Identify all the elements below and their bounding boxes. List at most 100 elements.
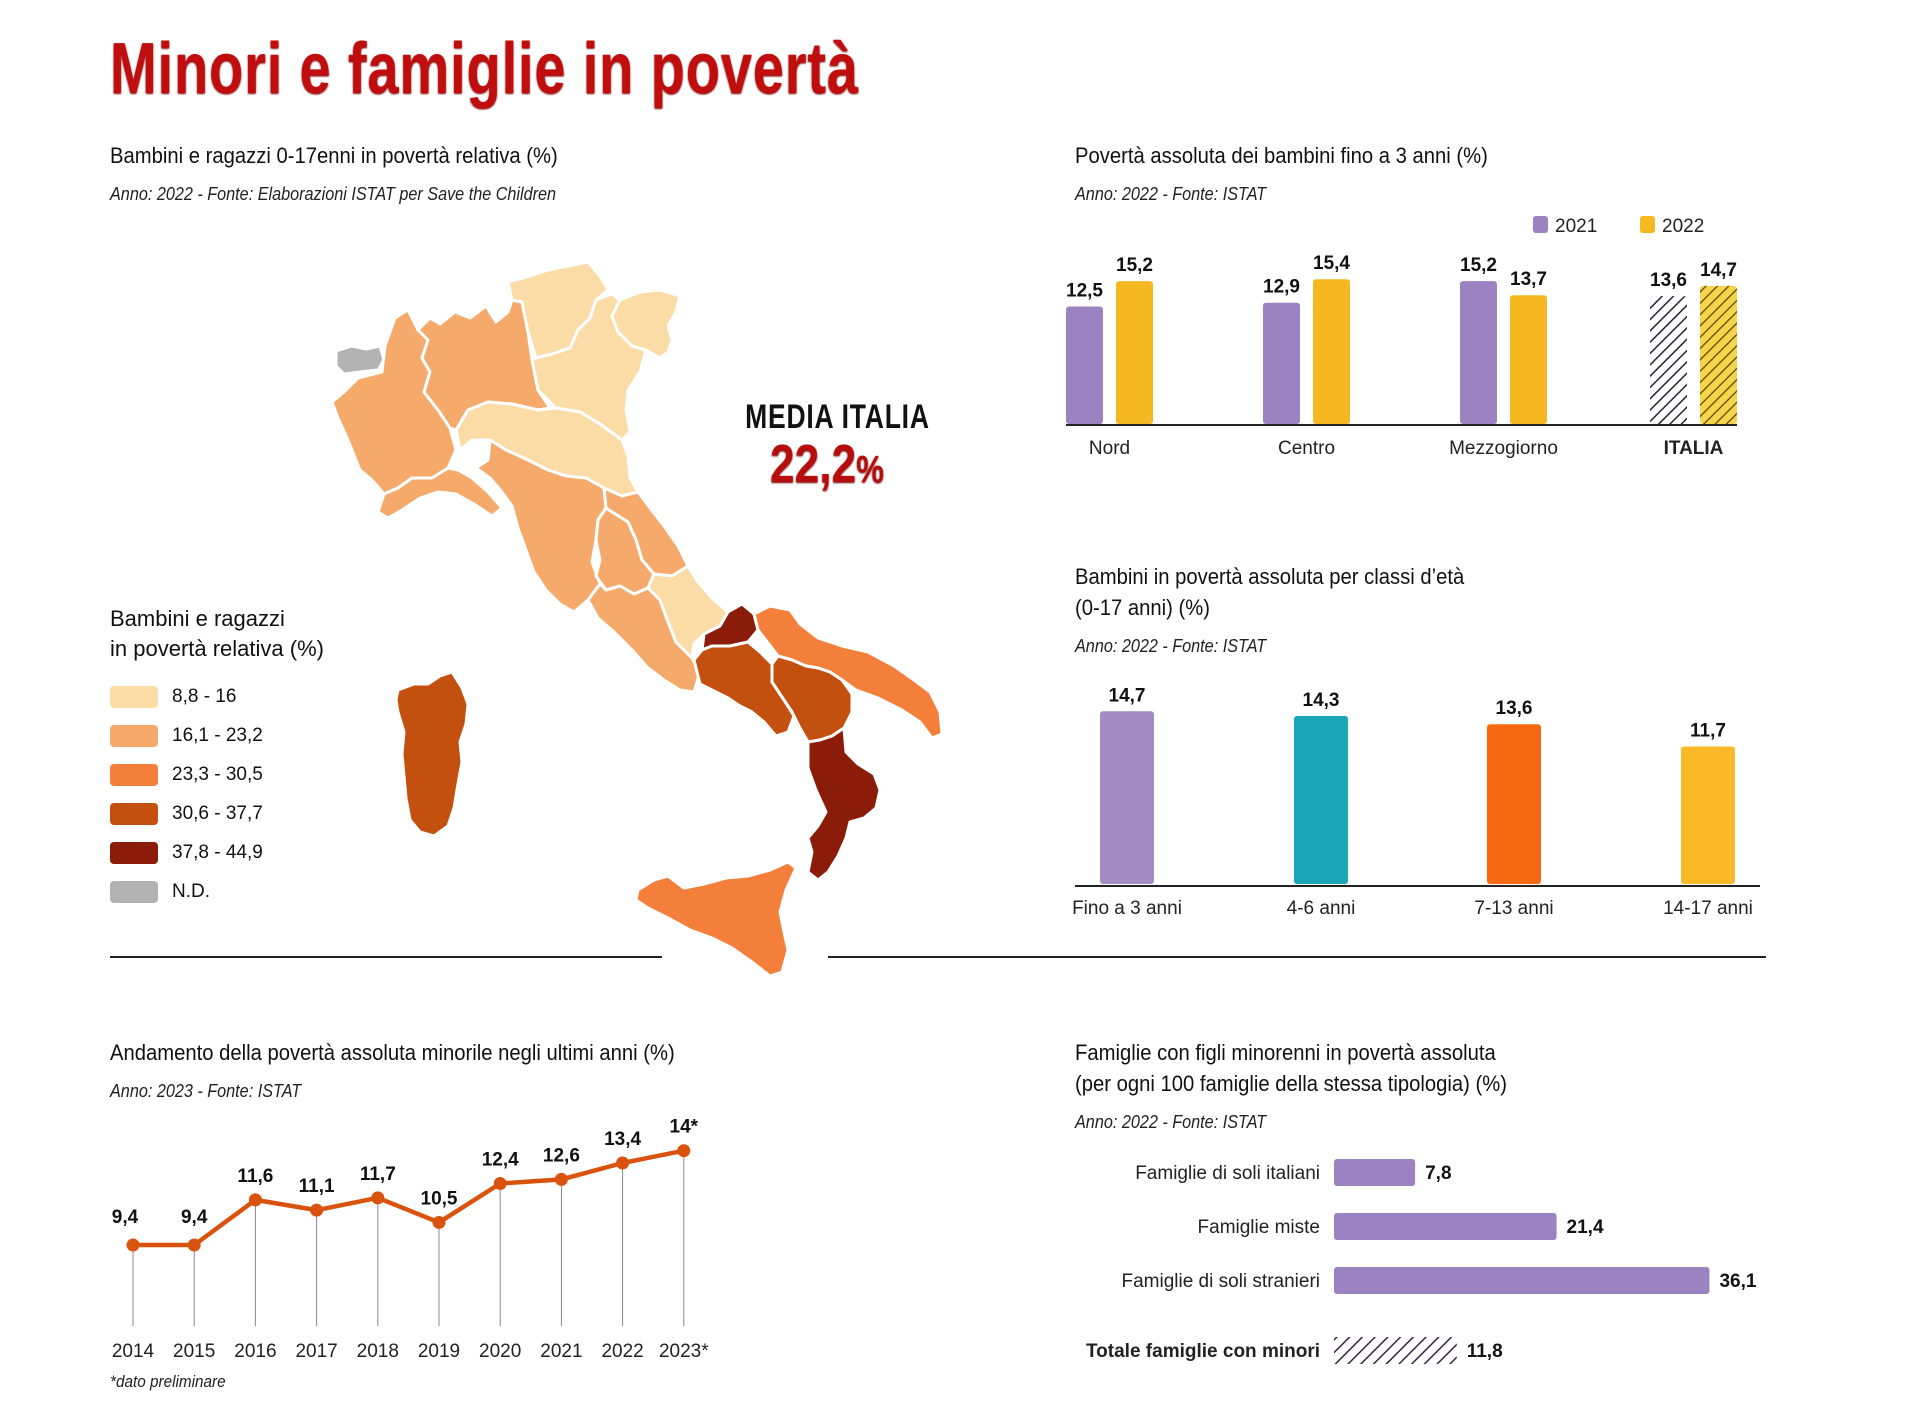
legend-swatch: [1640, 216, 1655, 233]
x-tick-label: 2020: [479, 1341, 521, 1362]
legend-swatch: [110, 764, 158, 786]
x-tick-label: 14-17 anni: [1663, 898, 1753, 919]
page-title: Minori e famiglie in povertà: [110, 29, 859, 109]
legend-title-line2: in povertà relativa (%): [110, 636, 324, 661]
total-label: Totale famiglie con minori: [1086, 1341, 1320, 1362]
chart-trend-source: Anno: 2023 - Fonte: ISTAT: [110, 1081, 302, 1101]
legend-swatch: [110, 803, 158, 825]
total-bar: [1334, 1337, 1457, 1364]
map-region: [806, 726, 882, 882]
category-label: Famiglie di soli stranieri: [1121, 1271, 1320, 1292]
bar: [1650, 296, 1687, 424]
point-value-label: 11,1: [299, 1176, 335, 1197]
legend-swatch: [110, 686, 158, 708]
x-tick-label: Fino a 3 anni: [1072, 898, 1182, 919]
chart-families-source: Anno: 2022 - Fonte: ISTAT: [1075, 1112, 1267, 1132]
legend-label: N.D.: [172, 881, 210, 902]
chart-under3-title: Povertà assoluta dei bambini fino a 3 an…: [1075, 143, 1488, 168]
map-region: [394, 670, 470, 838]
point-value-label: 12,4: [482, 1150, 519, 1171]
legend-item: 23,3 - 30,5: [110, 763, 263, 787]
data-point: [432, 1215, 446, 1229]
chart-trend-title: Andamento della povertà assoluta minoril…: [110, 1040, 675, 1065]
bar: [1334, 1213, 1557, 1240]
bar: [1263, 302, 1300, 424]
chart-age-title-2: (0-17 anni) (%): [1075, 595, 1210, 620]
bar: [1100, 711, 1154, 884]
bar-value-label: 13,6: [1496, 698, 1533, 719]
category-label: Famiglie di soli italiani: [1135, 1163, 1320, 1184]
x-tick-label: 2021: [540, 1341, 582, 1362]
media-label: MEDIA ITALIA: [745, 398, 930, 436]
bar-value-label: 13,6: [1650, 270, 1687, 291]
bar-value-label: 11,7: [1690, 721, 1726, 742]
point-value-label: 9,4: [112, 1207, 139, 1228]
legend-label: 23,3 - 30,5: [172, 764, 263, 785]
bar: [1313, 279, 1350, 424]
point-value-label: 11,7: [360, 1164, 396, 1185]
bar-value-label: 7,8: [1425, 1163, 1451, 1184]
x-tick-label: 2014: [112, 1341, 155, 1362]
bar-value-label: 36,1: [1719, 1271, 1756, 1292]
legend-label: 8,8 - 16: [172, 686, 237, 707]
bar-value-label: 15,2: [1116, 255, 1153, 276]
data-point: [616, 1156, 630, 1170]
point-value-label: 14*: [670, 1117, 699, 1138]
legend-label: 2021: [1555, 216, 1597, 237]
data-point: [126, 1238, 140, 1252]
x-tick-label: 2019: [418, 1341, 460, 1362]
map-region: [770, 654, 854, 744]
map-region: [334, 344, 386, 376]
data-point: [554, 1172, 568, 1186]
bar-value-label: 14,3: [1303, 690, 1340, 711]
category-label: Famiglie miste: [1198, 1217, 1320, 1238]
chart-age-source: Anno: 2022 - Fonte: ISTAT: [1075, 636, 1267, 656]
map-region: [610, 288, 682, 360]
legend-title-line1: Bambini e ragazzi: [110, 606, 285, 631]
data-point: [310, 1203, 324, 1217]
map-legend-title: Bambini e ragazzi in povertà relativa (%…: [110, 604, 324, 664]
legend-item: 30,6 - 37,7: [110, 802, 263, 826]
point-value-label: 10,5: [421, 1188, 458, 1209]
media-italia: MEDIA ITALIA 22,2%: [722, 398, 932, 495]
x-tick-label: Nord: [1089, 438, 1130, 459]
divider-left: [110, 956, 662, 958]
legend-swatch: [110, 842, 158, 864]
x-tick-label: 2023*: [659, 1341, 709, 1362]
point-value-label: 11,6: [237, 1166, 273, 1187]
map-region: [634, 860, 798, 978]
legend-swatch: [110, 725, 158, 747]
data-point: [248, 1193, 262, 1207]
bar-value-label: 12,9: [1263, 277, 1300, 298]
bar: [1066, 306, 1103, 424]
bar: [1510, 295, 1547, 424]
chart-families-title-2: (per ogni 100 famiglie della stessa tipo…: [1075, 1071, 1508, 1096]
point-value-label: 12,6: [543, 1145, 580, 1166]
x-tick-label: 4-6 anni: [1287, 898, 1356, 919]
x-tick-label: 2015: [173, 1341, 215, 1362]
x-tick-label: 2022: [601, 1341, 643, 1362]
legend-item: 37,8 - 44,9: [110, 841, 263, 865]
bar: [1700, 285, 1737, 424]
point-value-label: 9,4: [181, 1207, 208, 1228]
bar: [1334, 1267, 1710, 1294]
bar: [1294, 715, 1348, 884]
x-tick-label: ITALIA: [1664, 438, 1724, 459]
legend-item: 16,1 - 23,2: [110, 724, 263, 748]
x-tick-label: 2017: [295, 1341, 337, 1362]
bar: [1487, 724, 1541, 884]
legend-label: 37,8 - 44,9: [172, 842, 263, 863]
bar: [1116, 281, 1153, 424]
data-point: [187, 1238, 201, 1252]
x-tick-label: 2018: [357, 1341, 399, 1362]
bar: [1681, 746, 1735, 884]
italy-map: [330, 260, 944, 978]
legend-label: 16,1 - 23,2: [172, 725, 263, 746]
legend-swatch: [110, 881, 158, 903]
map-region: [416, 298, 552, 432]
bar-value-label: 14,7: [1109, 685, 1146, 706]
x-tick-label: 2016: [234, 1341, 276, 1362]
x-tick-label: Mezzogiorno: [1449, 438, 1558, 459]
bar-value-label: 15,2: [1460, 255, 1497, 276]
